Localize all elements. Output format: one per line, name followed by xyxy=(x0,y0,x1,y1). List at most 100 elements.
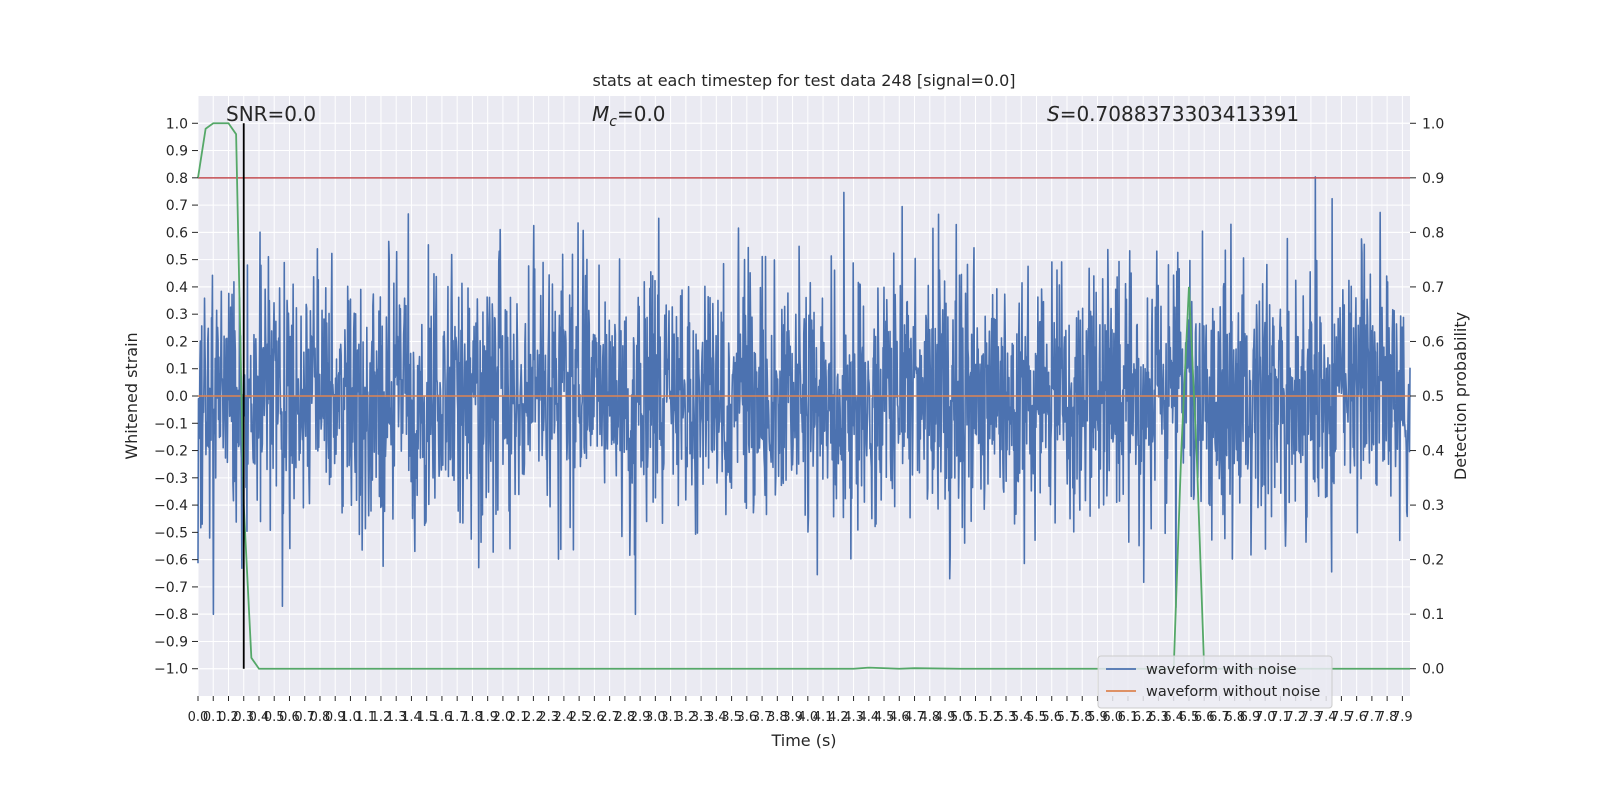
x-tick-label: 7.8 xyxy=(1377,710,1398,725)
y2-tick-label: 0.3 xyxy=(1422,498,1444,514)
x-tick-label: 4.1 xyxy=(813,710,834,725)
x-tick-label: 0.6 xyxy=(279,710,300,725)
y-axis-label: Whitened strain xyxy=(122,332,141,459)
legend-label-clean: waveform without noise xyxy=(1146,684,1320,700)
legend-box xyxy=(1097,655,1333,709)
snr-annotation: SNR=0.0 xyxy=(226,102,316,126)
y2-tick-label: 0.2 xyxy=(1422,553,1444,569)
x-tick-label: 2.7 xyxy=(599,710,620,725)
x-tick-label: 3.1 xyxy=(660,710,681,725)
x-tick-label: 7.3 xyxy=(1301,710,1322,725)
y-tick-label: 0.0 xyxy=(166,389,188,405)
x-tick-label: 4.8 xyxy=(919,710,940,725)
x-tick-label: 0.8 xyxy=(310,710,331,725)
y-tick-label: 0.6 xyxy=(166,225,188,241)
x-tick-label: 6.5 xyxy=(1179,710,1200,725)
series-waveform-with-noise xyxy=(197,176,1411,616)
legend-label-noise: waveform with noise xyxy=(1146,662,1297,678)
s-value: =0.7088373303413391 xyxy=(1060,102,1299,126)
x-tick-label: 6.6 xyxy=(1194,710,1215,725)
y-tick-label: 0.4 xyxy=(166,280,188,296)
x-tick-label: 2.4 xyxy=(554,710,575,725)
x-tick-label: 0.2 xyxy=(218,710,239,725)
x-tick-label: 5.3 xyxy=(996,710,1017,725)
x-tick-label: 6.0 xyxy=(1102,710,1123,725)
x-tick-label: 4.0 xyxy=(797,710,818,725)
x-tick-label: 2.2 xyxy=(523,710,544,725)
x-tick-label: 7.5 xyxy=(1331,710,1352,725)
y-tick-label: −0.2 xyxy=(154,444,188,460)
y2-tick-label: 0.5 xyxy=(1422,389,1444,405)
x-tick-label: 2.5 xyxy=(569,710,590,725)
y-tick-label: −0.7 xyxy=(154,580,188,596)
x-tick-label: 7.6 xyxy=(1346,710,1367,725)
x-tick-label: 6.1 xyxy=(1118,710,1139,725)
x-axis-label: Time (s) xyxy=(770,731,836,750)
x-tick-label: 3.4 xyxy=(706,710,727,725)
x-tick-label: 4.6 xyxy=(889,710,910,725)
x-tick-label: 7.2 xyxy=(1285,710,1306,725)
x-tick-label: 3.2 xyxy=(676,710,697,725)
x-tick-label: 1.4 xyxy=(401,710,422,725)
y-tick-label: 1.0 xyxy=(166,116,188,132)
x-tick-label: 2.9 xyxy=(630,710,651,725)
mc-symbol: M xyxy=(592,102,609,126)
series-lines xyxy=(197,122,1410,670)
x-tick-label: 7.0 xyxy=(1255,710,1276,725)
s-symbol: S xyxy=(1047,102,1060,126)
y2-axis-ticks: 1.0 0.9 0.8 0.7 0.6 0.5 0.4 0.3 0.2 0.1 0.0 xyxy=(1410,116,1444,678)
y-axis-ticks: 1.0 0.9 0.8 0.7 0.6 0.5 0.4 0.3 0.2 0.1 0.0 −0.1 −0.… xyxy=(154,116,198,678)
y-tick-label: −0.4 xyxy=(154,498,188,514)
mc-value: =0.0 xyxy=(617,102,666,126)
y2-tick-label: 1.0 xyxy=(1422,116,1444,132)
x-tick-label: 1.2 xyxy=(371,710,392,725)
x-tick-label: 2.0 xyxy=(493,710,514,725)
y2-axis-label: Detection probability xyxy=(1451,312,1470,480)
noise-waveform-line xyxy=(197,176,1411,616)
x-tick-label: 7.7 xyxy=(1362,710,1383,725)
y-tick-label: 0.7 xyxy=(166,198,188,214)
x-tick-label: 3.5 xyxy=(721,710,742,725)
x-tick-label: 2.3 xyxy=(538,710,559,725)
y2-tick-label: 0.1 xyxy=(1422,607,1444,623)
x-tick-label: 3.6 xyxy=(736,710,757,725)
x-axis-ticks: 0.00.10.20.30.40.50.60.70.80.91.01.11.21… xyxy=(188,696,1413,725)
x-tick-label: 0.9 xyxy=(325,710,346,725)
x-tick-label: 2.8 xyxy=(615,710,636,725)
x-tick-label: 5.8 xyxy=(1072,710,1093,725)
x-tick-label: 1.0 xyxy=(340,710,361,725)
y2-tick-label: 0.0 xyxy=(1422,662,1444,678)
x-tick-label: 0.1 xyxy=(203,710,224,725)
x-tick-label: 3.0 xyxy=(645,710,666,725)
y-tick-label: −0.3 xyxy=(154,471,188,487)
x-tick-label: 1.9 xyxy=(477,710,498,725)
x-tick-label: 1.8 xyxy=(462,710,483,725)
x-tick-label: 6.2 xyxy=(1133,710,1154,725)
x-tick-label: 6.4 xyxy=(1163,710,1184,725)
x-tick-label: 5.1 xyxy=(965,710,986,725)
x-tick-label: 5.0 xyxy=(950,710,971,725)
y-tick-label: −0.8 xyxy=(154,607,188,623)
x-tick-label: 5.9 xyxy=(1087,710,1108,725)
x-tick-label: 5.6 xyxy=(1041,710,1062,725)
x-tick-label: 4.2 xyxy=(828,710,849,725)
y-tick-label: 0.9 xyxy=(166,144,188,160)
x-tick-label: 0.7 xyxy=(294,710,315,725)
mc-annotation: Mc=0.0 xyxy=(592,102,666,130)
x-tick-label: 2.6 xyxy=(584,710,605,725)
x-tick-label: 6.8 xyxy=(1224,710,1245,725)
x-tick-label: 3.7 xyxy=(752,710,773,725)
x-tick-label: 4.9 xyxy=(935,710,956,725)
x-tick-label: 4.3 xyxy=(843,710,864,725)
y-tick-label: 0.8 xyxy=(166,171,188,187)
y-tick-label: −1.0 xyxy=(154,662,188,678)
x-tick-label: 6.3 xyxy=(1148,710,1169,725)
x-tick-label: 5.5 xyxy=(1026,710,1047,725)
x-tick-label: 0.3 xyxy=(233,710,254,725)
x-tick-label: 0.4 xyxy=(249,710,270,725)
chart-title: stats at each timestep for test data 248… xyxy=(592,71,1015,90)
x-tick-label: 0.0 xyxy=(188,710,209,725)
x-tick-label: 4.5 xyxy=(874,710,895,725)
x-tick-label: 3.9 xyxy=(782,710,803,725)
